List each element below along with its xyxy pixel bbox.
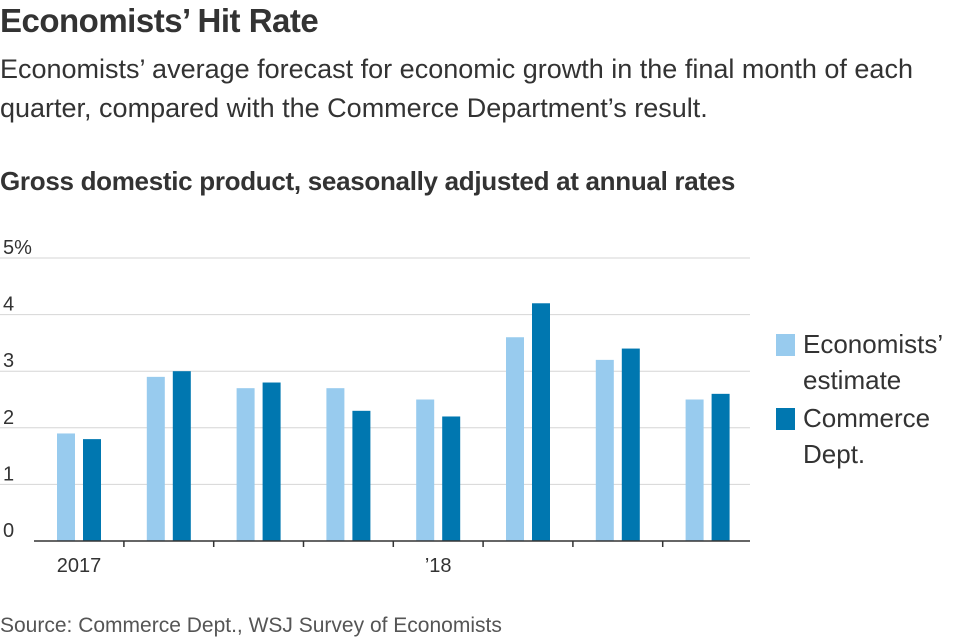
y-tick-label: 4: [3, 294, 14, 316]
legend: Economists’ estimate Commerce Dept.: [776, 326, 966, 474]
legend-label-estimate: Economists’ estimate: [803, 329, 943, 395]
bar-estimate: [685, 399, 704, 541]
source-note: Source: Commerce Dept., WSJ Survey of Ec…: [0, 614, 502, 637]
bar-estimate: [236, 388, 255, 541]
bar-commerce: [262, 382, 281, 541]
legend-label-commerce: Commerce Dept.: [803, 403, 931, 469]
legend-item-estimate: Economists’ estimate: [776, 326, 966, 398]
y-tick-label: 0: [3, 520, 14, 542]
bar-commerce: [442, 416, 461, 541]
chart-subtitle: Economists’ average forecast for economi…: [0, 54, 913, 123]
bar-commerce: [352, 410, 371, 541]
bar-estimate: [146, 376, 165, 541]
y-tick-label: 2: [3, 407, 14, 429]
bar-estimate: [57, 433, 75, 541]
y-tick-label: 1: [3, 463, 14, 485]
bar-estimate: [416, 399, 435, 541]
legend-swatch-estimate: [776, 334, 795, 356]
bar-commerce: [532, 303, 550, 541]
x-tick-label: 2017: [57, 555, 102, 577]
bar-commerce: [172, 371, 191, 541]
bar-estimate: [506, 337, 524, 541]
bar-commerce: [621, 348, 640, 541]
legend-item-commerce: Commerce Dept.: [776, 400, 966, 472]
bar-commerce: [711, 393, 730, 541]
bar-estimate: [326, 388, 345, 541]
bar-commerce: [83, 439, 101, 541]
bar-estimate: [595, 359, 614, 541]
chart-heading: Gross domestic product, seasonally adjus…: [0, 166, 736, 196]
chart-title: Economists’ Hit Rate: [0, 2, 319, 39]
bar-chart: 5% 4 3 2 1 0 2017 ’18: [0, 237, 750, 577]
x-tick-label: ’18: [425, 555, 452, 577]
legend-swatch-commerce: [776, 408, 795, 430]
y-tick-label: 5%: [3, 237, 32, 259]
y-tick-label: 3: [3, 350, 14, 372]
